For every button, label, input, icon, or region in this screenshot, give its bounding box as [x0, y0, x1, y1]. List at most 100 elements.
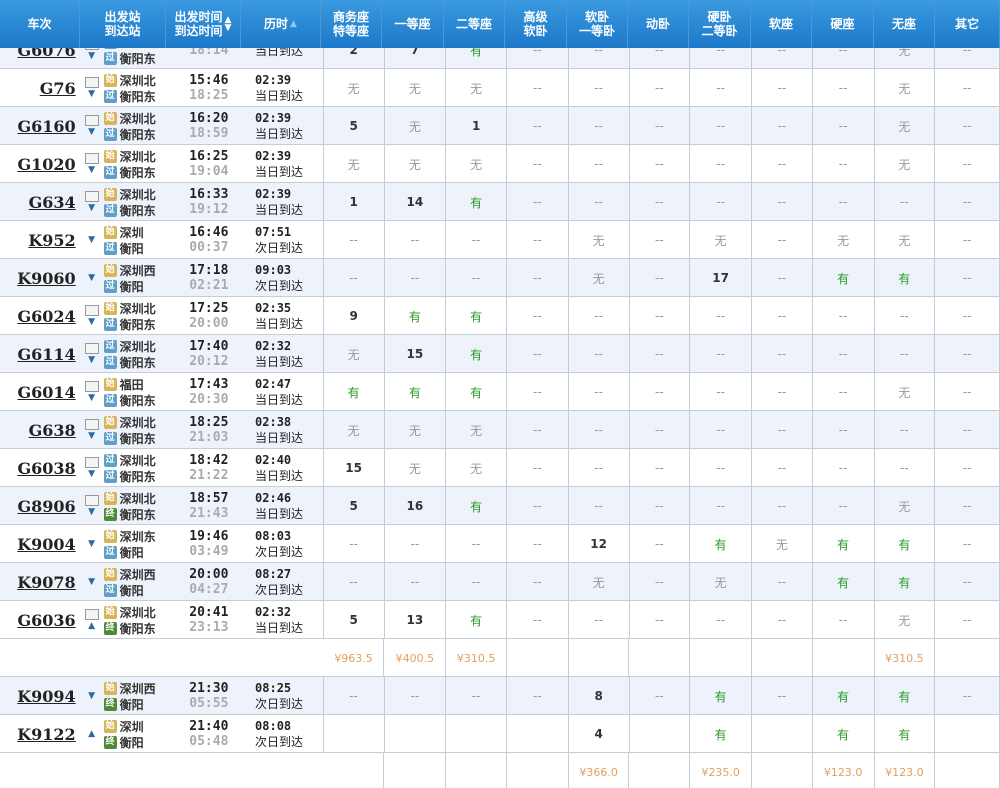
seat-business-seat[interactable]: 9: [324, 297, 385, 335]
seat-first-class[interactable]: 有: [385, 373, 447, 411]
seat-first-class[interactable]: 15: [385, 335, 447, 373]
seat-business-seat[interactable]: 2: [324, 48, 385, 69]
seat-no-seat[interactable]: 有: [875, 259, 936, 297]
seat-business-seat[interactable]: 15: [324, 449, 385, 487]
expand-arrow-icon[interactable]: ▼: [88, 576, 96, 587]
seat-second-class[interactable]: 无: [446, 69, 507, 107]
seat-second-class[interactable]: 有: [446, 297, 507, 335]
expand-arrow-icon[interactable]: ▼: [88, 469, 96, 479]
seat-hard-seat[interactable]: 有: [813, 525, 875, 563]
seat-first-class[interactable]: 无: [385, 145, 447, 183]
seat-hard-sleeper[interactable]: 有: [690, 677, 752, 715]
seat-no-seat[interactable]: 有: [875, 715, 936, 753]
expand-arrow-icon[interactable]: ▼: [88, 51, 96, 61]
seat-business-seat[interactable]: 有: [324, 373, 385, 411]
train-number-link[interactable]: G6014: [17, 382, 76, 402]
seat-no-seat[interactable]: 无: [875, 69, 936, 107]
train-info-icon[interactable]: [84, 48, 99, 50]
seat-business-seat[interactable]: 1: [324, 183, 385, 221]
seat-first-class[interactable]: 13: [385, 601, 447, 639]
seat-second-class[interactable]: 无: [446, 449, 507, 487]
seat-no-seat[interactable]: 无: [875, 601, 936, 639]
collapse-arrow-icon[interactable]: ▲: [88, 728, 96, 739]
seat-first-class[interactable]: 16: [385, 487, 447, 525]
seat-no-seat[interactable]: 无: [875, 145, 936, 183]
seat-hard-seat[interactable]: 有: [813, 677, 875, 715]
seat-no-seat[interactable]: 无: [875, 487, 936, 525]
seat-second-class[interactable]: 1: [446, 107, 507, 145]
expand-arrow-icon[interactable]: ▼: [88, 690, 96, 701]
sort-icon[interactable]: ▲ ▼: [224, 15, 232, 33]
seat-no-seat[interactable]: 有: [875, 677, 936, 715]
seat-no-seat[interactable]: 有: [875, 525, 936, 563]
train-list[interactable]: G6076▼过过衡阳东18:14当日到达27有------------无--G7…: [0, 48, 1000, 788]
train-number-link[interactable]: K9122: [17, 724, 76, 744]
train-info-icon[interactable]: [84, 419, 99, 430]
seat-soft-sleeper[interactable]: 无: [569, 221, 630, 259]
train-number-link[interactable]: G6024: [17, 306, 76, 326]
expand-arrow-icon[interactable]: ▼: [88, 89, 96, 99]
train-number-link[interactable]: K9004: [17, 534, 76, 554]
seat-first-class[interactable]: 无: [385, 449, 447, 487]
train-info-icon[interactable]: [84, 343, 99, 354]
train-info-icon[interactable]: [84, 77, 99, 88]
seat-no-seat[interactable]: 有: [875, 563, 936, 601]
train-number-link[interactable]: G8906: [17, 496, 76, 516]
seat-second-class[interactable]: 无: [446, 145, 507, 183]
train-info-icon[interactable]: [84, 457, 99, 468]
seat-no-seat[interactable]: 无: [875, 48, 936, 69]
train-number-link[interactable]: G76: [39, 78, 76, 98]
seat-no-seat[interactable]: 无: [875, 221, 936, 259]
train-number-link[interactable]: G6036: [17, 610, 76, 630]
seat-hard-sleeper[interactable]: 无: [690, 563, 752, 601]
expand-arrow-icon[interactable]: ▼: [88, 203, 96, 213]
train-number-link[interactable]: G1020: [17, 154, 76, 174]
seat-first-class[interactable]: 14: [385, 183, 447, 221]
seat-business-seat[interactable]: 5: [324, 601, 385, 639]
train-info-icon[interactable]: [84, 153, 99, 164]
column-header-time[interactable]: 出发时间 到达时间 ▲ ▼: [166, 0, 241, 48]
seat-second-class[interactable]: 有: [446, 601, 507, 639]
train-info-icon[interactable]: [84, 609, 99, 620]
seat-second-class[interactable]: 有: [446, 48, 507, 69]
seat-second-class[interactable]: 有: [446, 487, 507, 525]
train-number-link[interactable]: K9060: [17, 268, 76, 288]
expand-arrow-icon[interactable]: ▼: [88, 431, 96, 441]
train-info-icon[interactable]: [84, 381, 99, 392]
seat-soft-sleeper[interactable]: 12: [569, 525, 630, 563]
seat-hard-sleeper[interactable]: 有: [690, 525, 752, 563]
seat-first-class[interactable]: 7: [385, 48, 447, 69]
train-info-icon[interactable]: [84, 191, 99, 202]
seat-business-seat[interactable]: 5: [324, 487, 385, 525]
train-number-link[interactable]: G6038: [17, 458, 76, 478]
train-info-icon[interactable]: [84, 495, 99, 506]
seat-business-seat[interactable]: 无: [324, 145, 385, 183]
seat-first-class[interactable]: 无: [385, 107, 447, 145]
expand-arrow-icon[interactable]: ▼: [88, 272, 96, 283]
expand-arrow-icon[interactable]: ▼: [88, 393, 96, 403]
seat-hard-seat[interactable]: 有: [813, 259, 875, 297]
seat-hard-seat[interactable]: 无: [813, 221, 875, 259]
collapse-arrow-icon[interactable]: ▲: [88, 621, 96, 631]
train-number-link[interactable]: G6076: [17, 48, 76, 60]
seat-second-class[interactable]: 无: [446, 411, 507, 449]
seat-hard-sleeper[interactable]: 无: [690, 221, 752, 259]
seat-soft-sleeper[interactable]: 无: [569, 563, 630, 601]
seat-hard-seat[interactable]: 有: [813, 563, 875, 601]
train-number-link[interactable]: G6160: [17, 116, 76, 136]
train-number-link[interactable]: K9078: [17, 572, 76, 592]
train-number-link[interactable]: K9094: [17, 686, 76, 706]
seat-first-class[interactable]: 有: [385, 297, 447, 335]
seat-business-seat[interactable]: 无: [324, 335, 385, 373]
seat-soft-sleeper[interactable]: 4: [569, 715, 630, 753]
seat-first-class[interactable]: 无: [385, 69, 447, 107]
train-number-link[interactable]: G6114: [17, 344, 76, 364]
seat-second-class[interactable]: 有: [446, 373, 507, 411]
train-number-link[interactable]: G638: [28, 420, 76, 440]
expand-arrow-icon[interactable]: ▼: [88, 165, 96, 175]
seat-no-seat[interactable]: 无: [875, 373, 936, 411]
train-info-icon[interactable]: [84, 115, 99, 126]
seat-soft-sleeper[interactable]: 无: [569, 259, 630, 297]
expand-arrow-icon[interactable]: ▼: [88, 507, 96, 517]
seat-business-seat[interactable]: 无: [324, 69, 385, 107]
